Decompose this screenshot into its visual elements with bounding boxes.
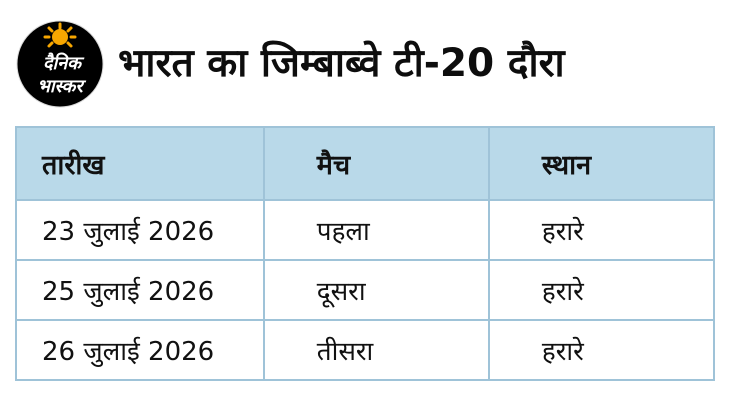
- column-header-venue: स्थान: [487, 126, 716, 201]
- table-row: 26 जुलाई 2026 तीसरा हरारे: [15, 319, 716, 381]
- column-header-match: मैच: [262, 126, 490, 201]
- cell-venue: हरारे: [487, 319, 716, 381]
- cell-match: दूसरा: [262, 259, 490, 321]
- cell-date: 23 जुलाई 2026: [15, 199, 265, 261]
- schedule-table: तारीख मैच स्थान 23 जुलाई 2026 पहला हरारे…: [15, 126, 716, 381]
- cell-venue: हरारे: [487, 199, 716, 261]
- dainik-bhaskar-logo-icon: दैनिक भास्कर: [16, 20, 104, 108]
- table-row: 25 जुलाई 2026 दूसरा हरारे: [15, 259, 716, 321]
- table-header-row: तारीख मैच स्थान: [15, 126, 716, 201]
- cell-match: पहला: [262, 199, 490, 261]
- brand-logo: दैनिक भास्कर: [16, 20, 104, 108]
- masthead: दैनिक भास्कर भारत का जिम्बाब्वे टी-20 दौ…: [0, 0, 730, 120]
- logo-text-line2: भास्कर: [37, 76, 86, 97]
- cell-date: 26 जुलाई 2026: [15, 319, 265, 381]
- table-row: 23 जुलाई 2026 पहला हरारे: [15, 199, 716, 261]
- cell-venue: हरारे: [487, 259, 716, 321]
- page-title: भारत का जिम्बाब्वे टी-20 दौरा: [118, 40, 565, 86]
- cell-date: 25 जुलाई 2026: [15, 259, 265, 321]
- sun-icon: [43, 22, 77, 48]
- logo-text-line1: दैनिक: [43, 52, 85, 74]
- column-header-date: तारीख: [15, 126, 265, 201]
- cell-match: तीसरा: [262, 319, 490, 381]
